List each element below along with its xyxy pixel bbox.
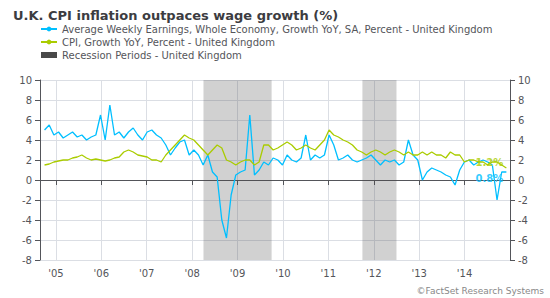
svg-text:U.K. CPI inflation outpaces wa: U.K. CPI inflation outpaces wage growth … xyxy=(13,8,338,23)
svg-text:-4: -4 xyxy=(518,215,528,226)
svg-text:'06: '06 xyxy=(94,268,109,279)
svg-text:'07: '07 xyxy=(139,268,154,279)
svg-text:Average Weekly Earnings, Whole: Average Weekly Earnings, Whole Economy, … xyxy=(62,24,492,35)
svg-text:-4: -4 xyxy=(22,215,32,226)
svg-text:'05: '05 xyxy=(48,268,63,279)
svg-text:'13: '13 xyxy=(411,268,426,279)
svg-text:-8: -8 xyxy=(22,255,32,266)
svg-text:2: 2 xyxy=(26,155,32,166)
svg-text:-8: -8 xyxy=(518,255,528,266)
svg-text:'11: '11 xyxy=(321,268,336,279)
svg-text:'08: '08 xyxy=(184,268,199,279)
svg-text:-6: -6 xyxy=(22,235,32,246)
svg-text:0: 0 xyxy=(26,175,32,186)
svg-text:2: 2 xyxy=(518,155,524,166)
svg-text:6: 6 xyxy=(26,115,32,126)
svg-text:8: 8 xyxy=(26,95,32,106)
svg-text:-2: -2 xyxy=(518,195,528,206)
svg-text:8: 8 xyxy=(518,95,524,106)
svg-text:4: 4 xyxy=(26,135,32,146)
svg-text:-6: -6 xyxy=(518,235,528,246)
svg-text:0: 0 xyxy=(518,175,524,186)
svg-text:0.8%: 0.8% xyxy=(475,173,503,184)
svg-text:10: 10 xyxy=(518,75,531,86)
svg-text:10: 10 xyxy=(19,75,32,86)
svg-text:CPI, Growth YoY, Percent - Uni: CPI, Growth YoY, Percent - United Kingdo… xyxy=(62,37,275,48)
svg-text:'12: '12 xyxy=(366,268,381,279)
svg-text:-2: -2 xyxy=(22,195,32,206)
svg-text:'09: '09 xyxy=(230,268,245,279)
svg-text:©FactSet Research Systems: ©FactSet Research Systems xyxy=(417,286,545,296)
svg-text:Recession Periods - United Kin: Recession Periods - United Kingdom xyxy=(62,50,242,61)
svg-text:1.2%: 1.2% xyxy=(475,157,503,168)
svg-text:4: 4 xyxy=(518,135,524,146)
svg-text:'10: '10 xyxy=(275,268,290,279)
svg-text:6: 6 xyxy=(518,115,524,126)
svg-text:'14: '14 xyxy=(457,268,472,279)
